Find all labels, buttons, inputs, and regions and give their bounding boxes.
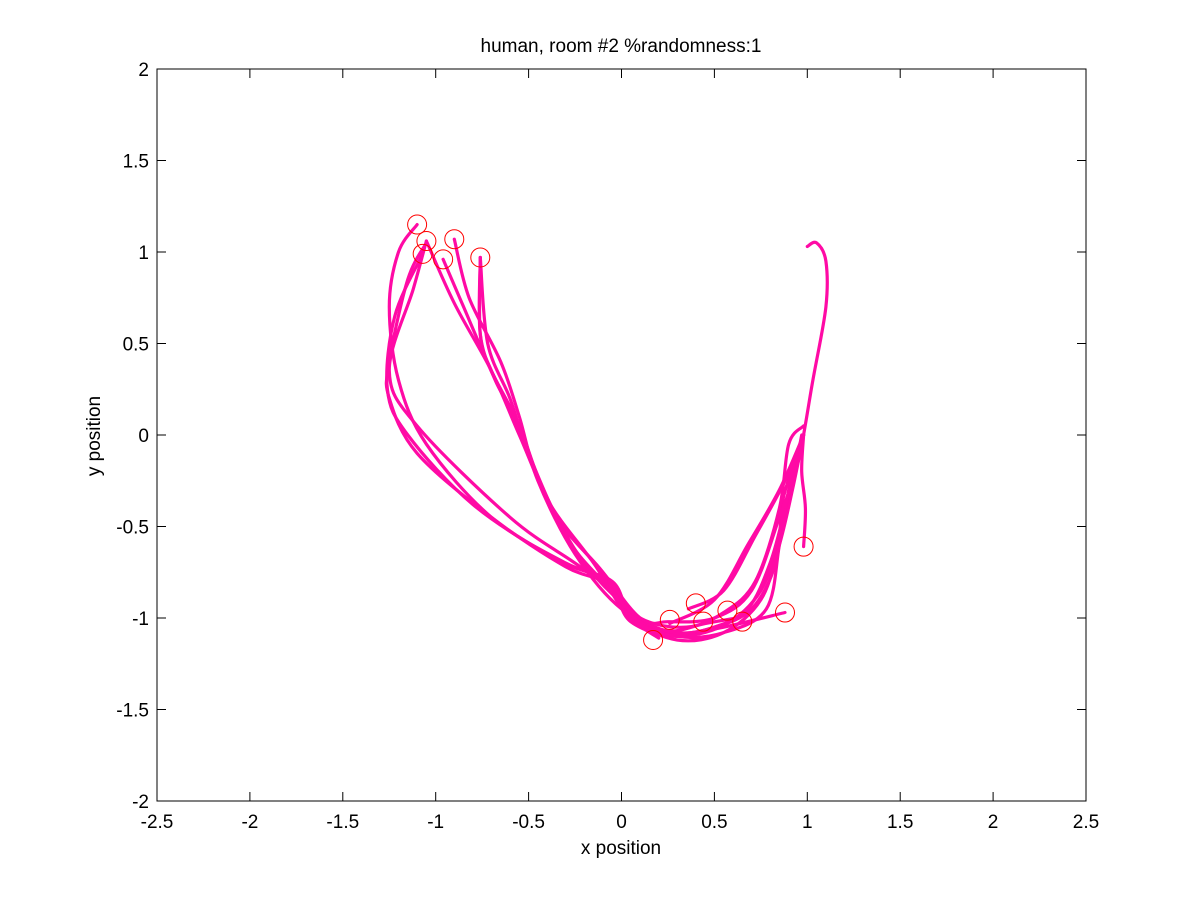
y-tick-labels: -2 -1.5 -1 -0.5 0 0.5 1 1.5 2 xyxy=(116,60,149,813)
y-tick-label: 0.5 xyxy=(123,335,149,356)
start-markers xyxy=(407,214,814,650)
x-tick-label: -2.5 xyxy=(141,812,174,833)
x-tick-label: 0.5 xyxy=(701,812,727,833)
x-tick-label: 2.5 xyxy=(1073,812,1099,833)
trajectory-line-10 xyxy=(478,255,806,629)
start-marker-9 xyxy=(732,611,753,632)
trajectory-lines xyxy=(384,223,829,643)
trajectory-line-12 xyxy=(686,433,806,611)
x-tick-label: -1 xyxy=(427,812,444,833)
start-marker-6 xyxy=(470,247,491,268)
y-tick-label: 2 xyxy=(138,60,149,81)
start-marker-12 xyxy=(685,593,706,614)
y-tick-label: -0.5 xyxy=(116,518,149,539)
y-tick-label: -1 xyxy=(132,609,149,630)
x-tick-label: 0 xyxy=(616,812,627,833)
start-marker-2 xyxy=(416,231,437,252)
x-tick-label: -1.5 xyxy=(326,812,359,833)
start-marker-3 xyxy=(412,243,433,264)
y-tick-label: -1.5 xyxy=(116,701,149,722)
start-marker-10 xyxy=(717,600,738,621)
y-axis-label: y position xyxy=(84,396,105,476)
x-tick-label: 2 xyxy=(988,812,999,833)
y-tick-label: -2 xyxy=(132,792,149,813)
x-tick-labels: -2.5 -2 -1.5 -1 -0.5 0 0.5 1 1.5 2 2.5 xyxy=(141,812,1100,833)
y-tick-label: 1.5 xyxy=(123,152,149,173)
start-marker-11 xyxy=(693,611,714,632)
x-axis-label: x position xyxy=(581,838,661,859)
start-marker-4 xyxy=(433,249,454,270)
x-tick-label: -2 xyxy=(241,812,258,833)
plot-area xyxy=(156,68,1087,802)
chart-title: human, room #2 %randomness:1 xyxy=(481,36,762,57)
x-tick-label: 1 xyxy=(802,812,813,833)
start-marker-8 xyxy=(775,602,796,623)
y-tick-label: 0 xyxy=(138,426,149,447)
start-marker-5 xyxy=(444,229,465,250)
trajectory-line-7 xyxy=(452,237,800,636)
start-marker-13 xyxy=(659,609,680,630)
x-tick-label: 1.5 xyxy=(887,812,913,833)
start-marker-1 xyxy=(407,214,428,235)
start-marker-7 xyxy=(793,536,814,557)
y-tick-label: 1 xyxy=(138,243,149,264)
trajectory-line-13 xyxy=(800,433,808,549)
axis-ticks xyxy=(156,68,1087,802)
x-tick-label: -0.5 xyxy=(512,812,545,833)
start-marker-14 xyxy=(643,629,664,650)
